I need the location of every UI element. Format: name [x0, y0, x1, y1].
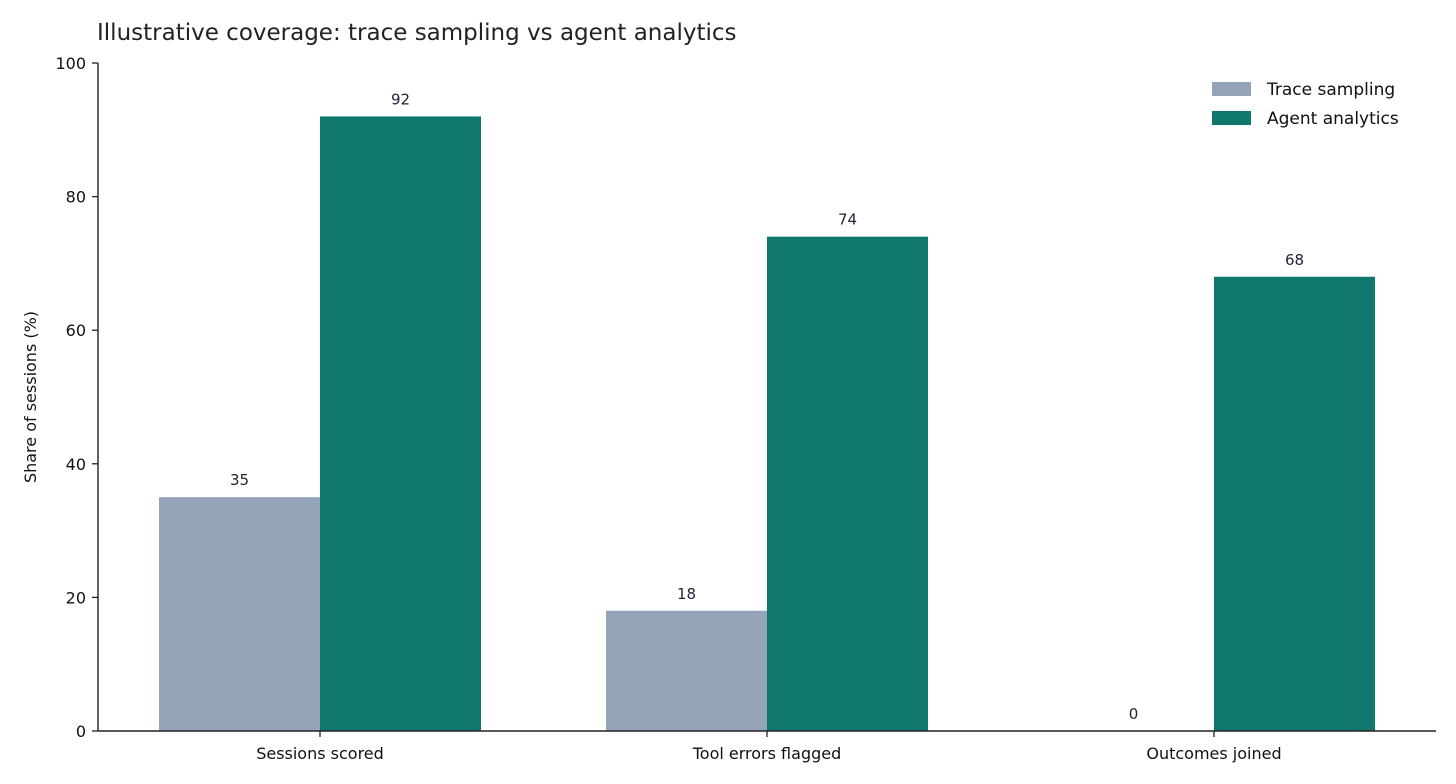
y-tick-label: 60	[66, 321, 86, 340]
y-tick-label: 0	[76, 722, 86, 741]
x-tick-label: Sessions scored	[256, 744, 384, 763]
bar-value-label: 68	[1285, 251, 1304, 269]
legend-swatch	[1212, 111, 1251, 125]
bar-value-label: 0	[1129, 705, 1139, 723]
y-tick-label: 100	[55, 54, 86, 73]
chart-title: Illustrative coverage: trace sampling vs…	[97, 20, 737, 46]
bar-value-label: 35	[230, 471, 249, 489]
y-axis-label: Share of sessions (%)	[21, 311, 40, 483]
bar-trace-sampling	[159, 497, 320, 731]
legend-label: Trace sampling	[1266, 80, 1395, 100]
bar-value-label: 18	[677, 585, 696, 603]
y-tick-label: 40	[66, 455, 86, 474]
bar-series	[159, 116, 1375, 731]
legend-swatch	[1212, 82, 1251, 96]
bar-value-labels: 35 92 18 74 0 68	[230, 90, 1304, 723]
bar-agent-analytics	[1214, 276, 1375, 731]
legend-label: Agent analytics	[1267, 109, 1399, 129]
bar-value-label: 92	[391, 90, 410, 108]
x-axis-ticks: Sessions scored Tool errors flagged Outcom…	[256, 731, 1282, 763]
x-tick-label: Outcomes joined	[1146, 744, 1281, 763]
bar-trace-sampling	[606, 610, 767, 731]
y-tick-label: 80	[66, 188, 86, 207]
y-tick-label: 20	[66, 588, 86, 607]
y-axis-ticks: 0 20 40 60 80 100	[55, 54, 98, 741]
x-tick-label: Tool errors flagged	[692, 744, 842, 763]
bar-value-label: 74	[838, 211, 857, 229]
bar-agent-analytics	[767, 236, 928, 731]
chart-legend: Trace sampling Agent analytics	[1212, 80, 1399, 129]
bar-agent-analytics	[320, 116, 481, 731]
